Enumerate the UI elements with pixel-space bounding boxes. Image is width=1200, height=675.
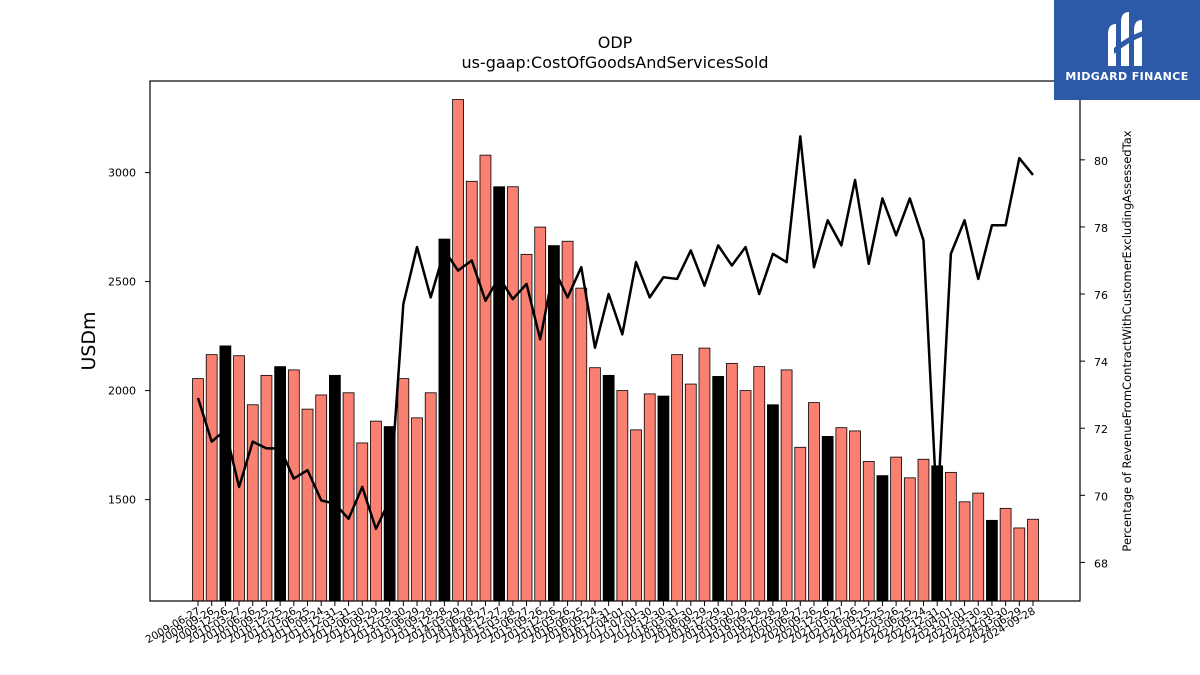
bar: [876, 475, 889, 602]
bar: [821, 435, 834, 602]
bar: [671, 354, 683, 602]
bar: [862, 461, 875, 602]
bar: [397, 378, 410, 602]
bar: [493, 186, 506, 602]
bar: [602, 374, 615, 602]
bar: [301, 408, 314, 602]
y-axis-label: USDm: [78, 311, 100, 370]
bar: [739, 390, 752, 602]
y-tick-label: 3000: [108, 167, 136, 180]
bar: [643, 393, 656, 602]
midgard-logo-icon: [1108, 12, 1146, 66]
bar: [780, 369, 793, 602]
bar: [986, 519, 998, 602]
chart-title: ODP: [598, 33, 633, 52]
bar: [835, 427, 848, 602]
midgard-finance-logo: MIDGARD FINANCE: [1054, 0, 1200, 100]
bar: [630, 429, 642, 602]
y2-tick-label: 76: [1094, 289, 1108, 302]
bar: [1027, 518, 1039, 602]
bar: [657, 395, 670, 602]
line-layer: [196, 135, 1034, 531]
bar: [917, 458, 930, 602]
bar: [287, 369, 300, 602]
y2-tick-label: 68: [1094, 557, 1108, 570]
bar: [424, 392, 437, 602]
plot-frame: [149, 80, 1081, 602]
bar: [370, 420, 382, 602]
bar: [465, 180, 478, 602]
y2-tick-label: 70: [1094, 490, 1108, 503]
bar: [342, 392, 355, 602]
bar: [767, 404, 779, 602]
y-tick-label: 1500: [108, 494, 136, 507]
bar: [329, 374, 341, 602]
bar: [575, 287, 588, 602]
bar: [1013, 527, 1026, 602]
bar: [684, 383, 697, 602]
bar: [698, 347, 711, 602]
bar: [725, 362, 738, 602]
y-tick-label: 2500: [108, 276, 136, 289]
bar: [356, 442, 369, 602]
bar: [534, 226, 547, 602]
y-tick-label: 2000: [108, 385, 136, 398]
bar: [520, 253, 533, 602]
bar: [849, 430, 861, 602]
bar: [808, 402, 820, 602]
bar: [479, 154, 492, 602]
bar: [958, 501, 971, 602]
bars-layer: [192, 99, 1039, 602]
bar: [452, 99, 464, 602]
x-axis: 2009-06-272009-09-262009-12-262010-03-27…: [144, 601, 1038, 646]
bar: [999, 507, 1012, 602]
y2-tick-label: 74: [1094, 356, 1108, 369]
bar: [506, 186, 519, 602]
y2-axis-label: Percentage of RevenueFromContractWithCus…: [1120, 130, 1134, 551]
y-axis-right: 68 70 72 74 76 78 80: [1080, 155, 1108, 570]
bar: [944, 471, 957, 602]
bar: [972, 492, 985, 602]
y-axis-left: 1500 2000 2500 3000: [108, 167, 150, 507]
logo-text: MIDGARD FINANCE: [1065, 70, 1189, 83]
bar: [205, 354, 218, 602]
bar: [903, 477, 916, 602]
percentage-line: [196, 135, 1034, 531]
bar: [411, 417, 423, 602]
y2-tick-label: 72: [1094, 423, 1108, 436]
bar: [219, 345, 232, 602]
bar: [931, 465, 944, 602]
bar: [616, 390, 629, 602]
bar: [274, 366, 287, 602]
bar: [589, 367, 601, 602]
bar: [753, 366, 766, 602]
chart-subtitle: us-gaap:CostOfGoodsAndServicesSold: [461, 53, 768, 72]
bar: [246, 404, 259, 602]
y2-tick-label: 80: [1094, 155, 1108, 168]
bar: [712, 376, 725, 602]
bar: [794, 446, 807, 602]
bar: [260, 374, 273, 602]
bar: [438, 238, 451, 602]
y2-tick-label: 78: [1094, 222, 1108, 235]
bar: [548, 245, 560, 602]
bar: [890, 456, 902, 602]
